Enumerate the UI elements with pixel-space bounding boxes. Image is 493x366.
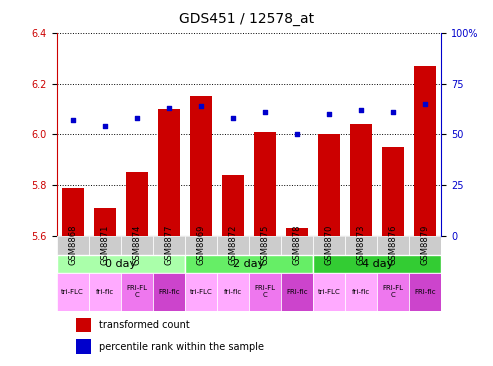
Text: transformed count: transformed count [99, 320, 190, 330]
Text: fri-flc: fri-flc [96, 289, 114, 295]
Text: 4 day: 4 day [361, 259, 393, 269]
Text: GSM8874: GSM8874 [132, 225, 141, 265]
Bar [345, 236, 377, 254]
Bar [185, 236, 217, 254]
Bar [249, 273, 281, 311]
Bar [89, 273, 121, 311]
Text: FRI-flc: FRI-flc [158, 289, 179, 295]
Point [229, 115, 237, 121]
Bar [409, 236, 441, 254]
Point [261, 109, 269, 115]
Bar [217, 273, 249, 311]
Bar [313, 273, 345, 311]
Text: percentile rank within the sample: percentile rank within the sample [99, 342, 264, 352]
Bar [377, 236, 409, 254]
Bar [414, 66, 436, 236]
Bar [190, 96, 212, 236]
Bar [281, 273, 313, 311]
Bar [350, 124, 372, 236]
Bar [185, 254, 313, 273]
Bar [217, 236, 249, 254]
Text: FRI-FL
C: FRI-FL C [383, 285, 404, 298]
Bar [153, 236, 185, 254]
Bar [281, 236, 313, 254]
Bar [57, 273, 89, 311]
Text: FRI-flc: FRI-flc [286, 289, 308, 295]
Bar [286, 228, 308, 236]
Bar [121, 236, 153, 254]
Bar [94, 208, 116, 236]
Text: GSM8876: GSM8876 [388, 225, 398, 265]
Bar [249, 236, 281, 254]
Text: GSM8869: GSM8869 [196, 225, 206, 265]
Text: tri-FLC: tri-FLC [189, 289, 212, 295]
Text: 2 day: 2 day [233, 259, 265, 269]
Point [389, 109, 397, 115]
Bar [254, 132, 276, 236]
Bar [76, 339, 91, 354]
Text: GSM8868: GSM8868 [68, 225, 77, 265]
Bar [89, 236, 121, 254]
Bar [313, 254, 441, 273]
Bar [382, 147, 404, 236]
Text: tri-FLC: tri-FLC [61, 289, 84, 295]
Point [293, 131, 301, 137]
Point [325, 111, 333, 117]
Text: GSM8875: GSM8875 [260, 225, 270, 265]
Point [69, 117, 77, 123]
Bar [57, 236, 89, 254]
Bar [409, 273, 441, 311]
Bar [76, 318, 91, 332]
Bar [126, 172, 148, 236]
Text: fri-flc: fri-flc [352, 289, 370, 295]
Bar [153, 273, 185, 311]
Text: GDS451 / 12578_at: GDS451 / 12578_at [179, 12, 314, 26]
Text: GSM8872: GSM8872 [228, 225, 238, 265]
Text: tri-FLC: tri-FLC [317, 289, 341, 295]
Text: FRI-FL
C: FRI-FL C [254, 285, 276, 298]
Text: GSM8879: GSM8879 [421, 225, 430, 265]
Bar [158, 109, 180, 236]
Text: 0 day: 0 day [105, 259, 137, 269]
Bar [57, 254, 185, 273]
Point [357, 107, 365, 113]
Text: GSM8870: GSM8870 [324, 225, 334, 265]
Bar [345, 273, 377, 311]
Text: GSM8871: GSM8871 [100, 225, 109, 265]
Text: FRI-flc: FRI-flc [415, 289, 436, 295]
Bar [318, 134, 340, 236]
Bar [377, 273, 409, 311]
Text: GSM8878: GSM8878 [292, 225, 302, 265]
Point [101, 123, 108, 129]
Bar [313, 236, 345, 254]
Text: GSM8873: GSM8873 [356, 225, 366, 265]
Bar [185, 273, 217, 311]
Point [197, 103, 205, 109]
Bar [62, 188, 84, 236]
Bar [222, 175, 244, 236]
Point [165, 105, 173, 111]
Bar [121, 273, 153, 311]
Text: fri-flc: fri-flc [224, 289, 242, 295]
Point [421, 101, 429, 107]
Point [133, 115, 141, 121]
Text: GSM8877: GSM8877 [164, 225, 174, 265]
Text: FRI-FL
C: FRI-FL C [126, 285, 147, 298]
